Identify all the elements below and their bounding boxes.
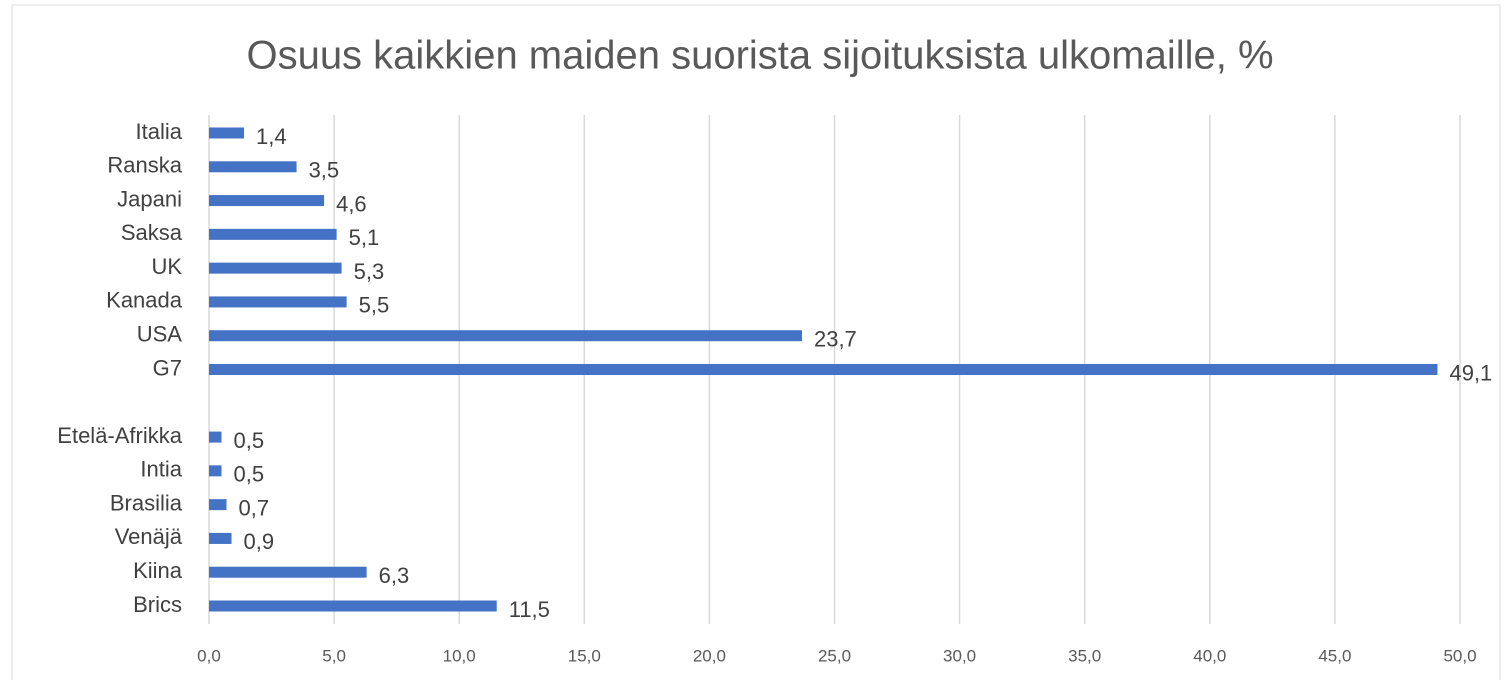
x-tick-label: 5,0 [322,646,346,665]
value-label: 0,5 [234,428,265,453]
value-label: 4,6 [336,191,367,216]
x-tick-label: 40,0 [1193,646,1226,665]
x-tick-label: 35,0 [1068,646,1101,665]
y-tick-label: Kanada [106,288,183,313]
bar [209,532,232,544]
value-label: 23,7 [814,327,857,352]
x-tick-label: 20,0 [693,646,726,665]
value-label: 0,7 [239,495,270,520]
x-tick-label: 15,0 [568,646,601,665]
x-tick-label: 50,0 [1443,646,1476,665]
chart-frame [11,4,1501,680]
bar [209,431,222,443]
value-label: 1,4 [256,124,287,149]
x-tick-label: 10,0 [443,646,476,665]
y-tick-label: Saksa [121,220,183,245]
y-tick-label: G7 [153,355,182,380]
y-tick-label: Japani [117,186,182,211]
chart-title: Osuus kaikkien maiden suorista sijoituks… [246,34,1273,78]
bar [209,465,222,477]
value-label: 5,5 [359,293,390,318]
bar [209,228,337,240]
bar [209,364,1438,375]
y-tick-label: UK [151,254,182,279]
bar [209,566,367,578]
bar [209,161,297,173]
bar [209,195,325,207]
value-label: 0,5 [234,462,265,487]
value-label: 11,5 [509,597,550,622]
x-tick-label: 0,0 [197,646,221,665]
value-label: 5,3 [354,259,385,284]
y-tick-label: Ranska [107,153,182,178]
y-tick-label: Venäjä [115,524,183,549]
bar [209,330,802,342]
y-tick-label: Intia [140,457,182,482]
value-label: 3,5 [309,158,340,183]
y-tick-label: Italia [136,119,183,144]
bar [209,600,497,612]
y-tick-label: Brasilia [110,490,183,515]
value-label: 6,3 [379,563,410,588]
x-tick-label: 25,0 [818,646,851,665]
value-label: 49,1 [1449,360,1492,385]
bar [209,499,227,511]
y-tick-label: USA [137,322,183,347]
bar [209,262,342,274]
value-label: 5,1 [349,225,380,250]
x-tick-label: 30,0 [943,646,976,665]
bar [209,296,347,308]
value-label: 0,9 [244,529,275,554]
y-tick-label: Brics [133,592,182,617]
bar [209,127,245,139]
x-tick-label: 45,0 [1318,646,1351,665]
y-tick-label: Kiina [133,558,183,583]
y-tick-label: Etelä-Afrikka [57,423,182,448]
